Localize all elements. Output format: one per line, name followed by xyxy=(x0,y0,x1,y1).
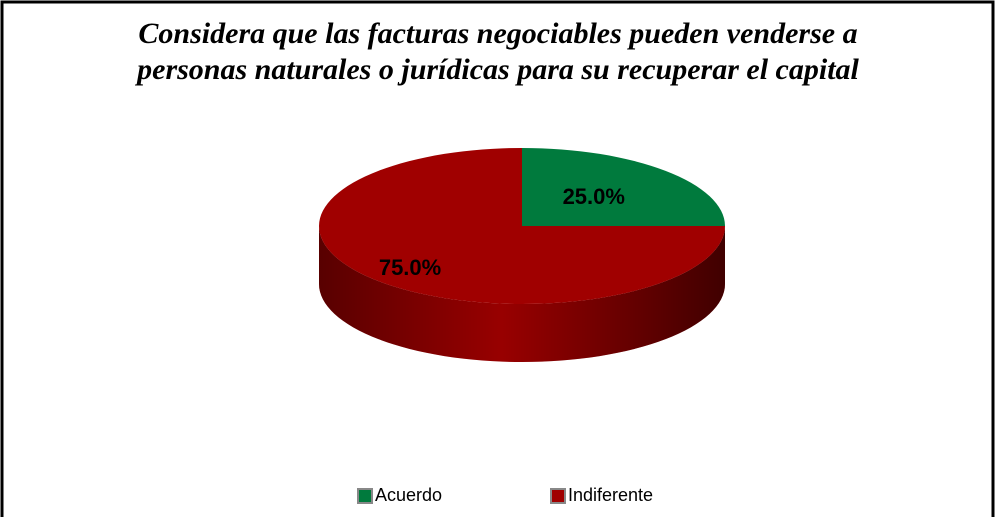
legend-swatch xyxy=(357,488,373,504)
legend-label: Indiferente xyxy=(568,485,653,505)
chart-title: Considera que las facturas negociables p… xyxy=(137,17,859,86)
data-label: 75.0% xyxy=(379,255,441,280)
data-label: 25.0% xyxy=(563,184,625,209)
legend-swatch xyxy=(550,488,566,504)
slice-side-shade xyxy=(319,226,725,362)
legend-label: Acuerdo xyxy=(375,485,442,505)
slice xyxy=(319,148,725,304)
slice xyxy=(522,148,725,226)
